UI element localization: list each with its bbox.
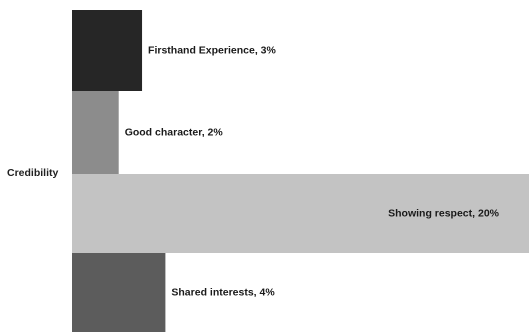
bar-good-character <box>72 91 119 174</box>
data-label-good-character: Good character, 2% <box>125 126 224 138</box>
bars-group <box>72 10 529 332</box>
data-label-showing-respect: Showing respect, 20% <box>388 207 500 219</box>
data-label-firsthand-experience: Firsthand Experience, 3% <box>148 44 276 56</box>
data-label-shared-interests: Shared interests, 4% <box>171 286 275 298</box>
y-axis-category-label: Credibility <box>7 167 59 179</box>
bar-shared-interests <box>72 253 166 332</box>
bar-showing-respect <box>72 174 529 253</box>
bar-labels-group: Firsthand Experience, 3% Good character, … <box>125 44 500 298</box>
bar-firsthand-experience <box>72 10 143 91</box>
